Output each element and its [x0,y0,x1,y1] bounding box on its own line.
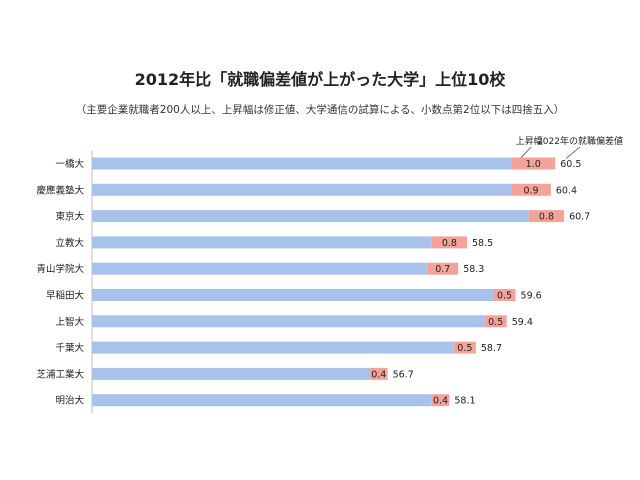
total-data-label: 58.1 [454,396,475,407]
total-data-label: 58.5 [472,238,493,249]
chart-subtitle: （主要企業就職者200人以上、上昇幅は修正値、大学通信の試算による、小数点第2位… [75,104,565,116]
increase-data-label: 0.5 [488,317,503,328]
bar-base [92,289,494,301]
bar-increase [511,157,556,170]
increase-data-label: 1.0 [526,159,541,170]
bar-increase [493,289,516,301]
increase-data-label: 0.9 [523,185,538,196]
category-label: 芝浦工業大 [36,368,84,380]
bar-base [92,262,428,275]
bar-increase [431,236,468,249]
bar-base [92,394,432,407]
category-label: 早稲田大 [46,290,85,302]
bar-increase [528,210,565,223]
total-data-label: 60.4 [556,185,577,196]
category-label: 明治大 [55,395,84,407]
bar-base [92,157,512,170]
total-data-label: 60.5 [560,159,581,170]
increase-data-label: 0.5 [457,343,472,354]
increase-data-label: 0.7 [435,264,450,275]
total-data-label: 59.4 [512,317,533,328]
legend-total-label: 2022年の就職偏差値 [537,135,623,147]
bar-base [92,315,485,328]
category-label: 一橋大 [55,158,84,170]
category-label: 慶應義塾大 [36,184,84,196]
bar-base [92,210,529,223]
legend-total-leader [565,146,581,159]
total-data-label: 56.7 [393,369,414,380]
total-data-label: 58.3 [463,264,484,275]
total-data-label: 58.7 [481,343,502,354]
bar-increase [369,367,388,380]
bar-base [92,341,454,354]
legend-increase-leader [520,146,532,158]
category-label: 青山学院大 [36,263,84,275]
category-label: 東京大 [55,211,84,223]
bar-base [92,367,370,380]
bar-base [92,183,512,196]
total-data-label: 60.7 [569,212,590,223]
category-label: 上智大 [55,316,84,328]
increase-data-label: 0.5 [497,291,512,302]
bar-increase [431,394,450,407]
category-label: 千葉大 [55,342,84,354]
bar-increase [453,341,476,354]
increase-data-label: 0.4 [371,369,386,380]
bar-base [92,236,432,249]
increase-data-label: 0.8 [539,212,554,223]
chart-title: 2012年比「就職偏差値が上がった大学」上位10校 [134,70,506,89]
increase-data-label: 0.8 [442,238,457,249]
bar-increase [484,315,507,328]
bar-increase [511,183,551,196]
increase-data-label: 0.4 [433,396,448,407]
legend-increase-label: 上昇幅 [516,135,543,147]
bar-increase [427,262,459,275]
category-label: 立教大 [55,237,84,249]
total-data-label: 59.6 [521,291,542,302]
